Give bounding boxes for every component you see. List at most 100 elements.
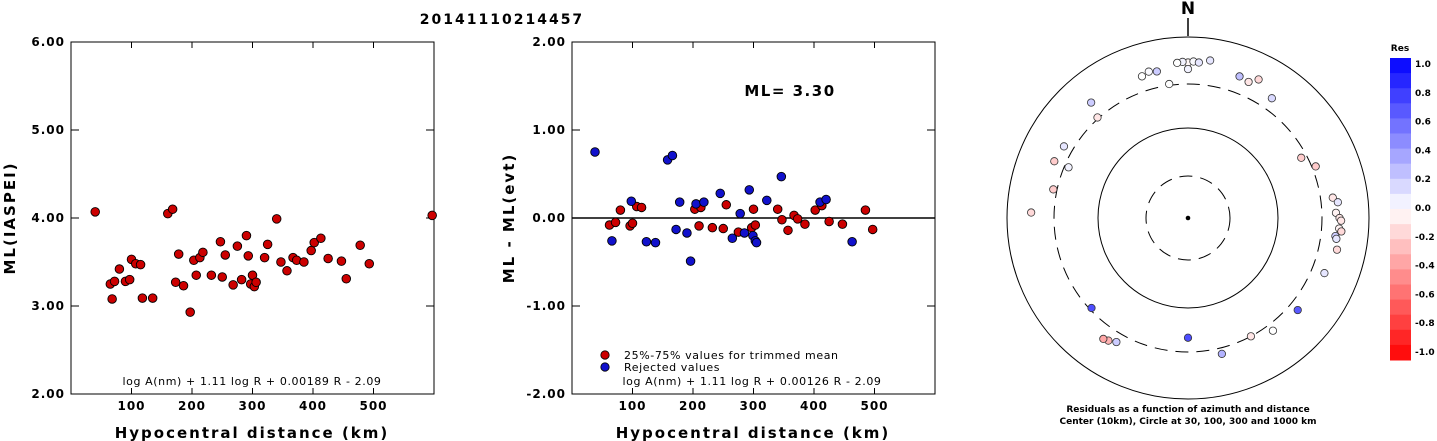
station-point <box>1093 113 1102 122</box>
ml-x-axis-label: Hypocentral distance (km) <box>115 424 390 441</box>
y-tick-label: 4.00 <box>31 211 65 225</box>
data-point <box>691 199 701 209</box>
station-point <box>1087 98 1096 107</box>
data-point <box>276 257 286 267</box>
ml-axis-ticks: 100 200 300 400 500 2.00 3.00 4.00 5.00 6.00 <box>31 35 434 413</box>
data-point <box>615 205 626 215</box>
caption-line-2: Center (10km), Circle at 30, 100, 300 an… <box>1060 417 1317 427</box>
data-point <box>699 197 709 207</box>
station-point <box>1137 72 1147 81</box>
station-point <box>1194 58 1203 67</box>
color-scale-swatch <box>1390 118 1411 134</box>
residual-axis-ticks: 100 200 300 400 500 -2.00 -1.00 0.00 1.00 2.00 <box>526 35 935 413</box>
main-title: 20141110214457 <box>420 12 584 28</box>
y-tick-label: -2.00 <box>526 387 566 401</box>
data-point <box>860 205 871 215</box>
station-point <box>1246 332 1256 341</box>
data-point <box>185 307 195 317</box>
color-scale-swatch <box>1390 103 1411 119</box>
data-point <box>707 222 718 233</box>
data-point <box>309 237 319 248</box>
data-point <box>607 236 617 246</box>
x-tick-label: 500 <box>359 399 387 413</box>
legend-marker-rejected <box>600 362 610 372</box>
ml-y-axis-label: ML(IASPEI) <box>1 161 19 274</box>
color-scale-swatch <box>1390 178 1411 195</box>
y-tick-label: -1.00 <box>526 299 566 313</box>
station-point <box>1293 305 1302 315</box>
y-tick-label: 2.00 <box>532 35 566 49</box>
data-point <box>114 264 125 274</box>
data-point <box>206 270 217 280</box>
data-point <box>90 207 100 217</box>
color-scale-labels: 1.0 0.8 0.6 0.4 0.2 0.0 -0.2 -0.4 -0.6 -0.8 -1.0 <box>1415 60 1435 358</box>
caption-line-1: Residuals as a function of azimuth and d… <box>1066 405 1309 415</box>
data-point <box>178 281 189 291</box>
color-scale-swatch <box>1390 193 1411 210</box>
station-point <box>1244 77 1253 87</box>
data-point <box>750 220 761 230</box>
y-tick-label: 1.00 <box>532 123 566 137</box>
azimuth-panel: N Residuals as a function of azimuth and… <box>1006 0 1370 427</box>
station-point <box>1165 79 1174 89</box>
data-point <box>776 171 787 182</box>
color-scale-swatch <box>1390 269 1411 285</box>
color-scale-swatch <box>1390 224 1411 240</box>
ml-plot-frame <box>70 41 435 395</box>
ml-residual-panel: 100 200 300 400 500 -2.00 -1.00 0.00 1.00 2.00 Hy… <box>500 35 936 441</box>
station-point <box>1297 153 1306 162</box>
station-point <box>1027 208 1036 217</box>
x-tick-label: 500 <box>860 399 888 413</box>
station-point <box>1152 67 1161 76</box>
color-scale-swatch <box>1390 344 1411 361</box>
data-point <box>217 272 227 282</box>
station-point <box>1235 72 1244 81</box>
color-scale-swatch <box>1390 284 1411 301</box>
data-point <box>355 240 365 251</box>
residual-y-axis-label: ML - ML(evt) <box>500 153 518 283</box>
data-point <box>800 219 810 229</box>
color-scale-swatch <box>1390 314 1411 331</box>
color-scale-swatch <box>1390 299 1411 316</box>
ml-points <box>90 204 437 317</box>
data-point <box>641 237 652 247</box>
data-point <box>671 224 681 235</box>
data-point <box>241 230 252 241</box>
data-point <box>610 217 621 228</box>
color-scale-label: 1.0 <box>1415 60 1431 70</box>
y-tick-label: 0.00 <box>532 211 566 225</box>
x-tick-label: 400 <box>299 399 327 413</box>
color-scale-swatch <box>1390 254 1411 270</box>
station-point <box>1337 216 1346 225</box>
station-point <box>1183 64 1193 74</box>
data-point <box>739 228 750 238</box>
color-scale-label: 0.4 <box>1415 146 1431 156</box>
station-point <box>1144 67 1153 76</box>
data-point <box>626 196 637 207</box>
data-point <box>220 250 231 260</box>
data-point <box>262 239 273 250</box>
x-tick-label: 300 <box>739 399 767 413</box>
data-point <box>109 276 120 287</box>
residual-formula: log A(nm) + 1.11 log R + 0.00126 R - 2.0… <box>622 375 881 388</box>
x-tick-label: 400 <box>800 399 828 413</box>
ring-1000km <box>1006 36 1370 400</box>
data-point <box>341 273 352 284</box>
data-point <box>427 210 437 221</box>
data-point <box>107 294 117 304</box>
data-point <box>323 253 333 264</box>
station-point <box>1059 142 1069 151</box>
data-point <box>751 237 762 248</box>
color-scale-label: 0.2 <box>1415 175 1431 185</box>
data-point <box>243 251 254 261</box>
station-point <box>1050 157 1059 166</box>
y-tick-label: 6.00 <box>31 35 65 49</box>
legend-label-trimmed: 25%-75% values for trimmed mean <box>624 349 839 362</box>
data-point <box>364 259 375 269</box>
data-point <box>810 205 820 215</box>
ring-30km <box>1145 175 1231 261</box>
color-scale-title: Res <box>1391 44 1409 54</box>
station-point <box>1337 227 1346 236</box>
data-point <box>837 219 848 229</box>
data-point <box>715 188 725 199</box>
